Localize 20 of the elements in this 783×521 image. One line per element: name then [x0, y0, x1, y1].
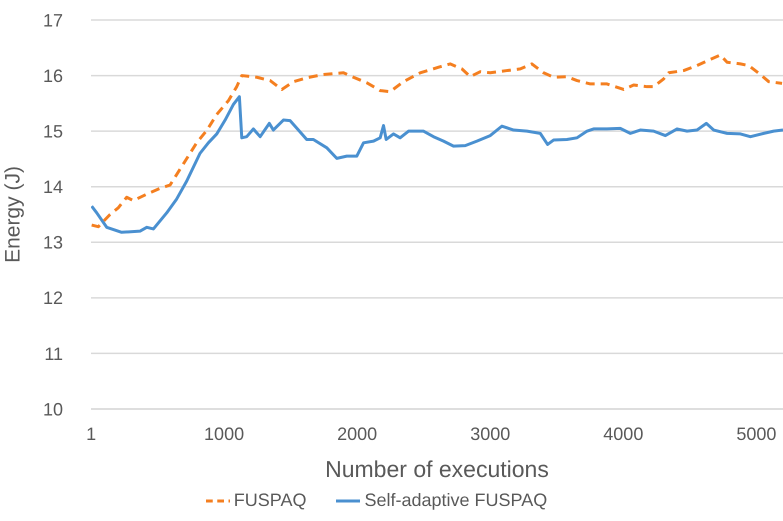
y-tick-label: 11: [44, 344, 63, 364]
y-tick-label: 17: [42, 10, 63, 30]
y-tick-label: 10: [42, 399, 63, 420]
x-tick-label: 1000: [204, 424, 244, 444]
x-tick-label: 1: [86, 424, 96, 444]
x-tick-label: 3000: [470, 424, 510, 444]
line-series: [91, 54, 783, 228]
x-tick-label: 5000: [736, 424, 776, 444]
y-tick-label: 13: [42, 232, 63, 253]
y-tick-label: 15: [42, 122, 63, 142]
y-tick-label: 12: [42, 288, 63, 308]
x-axis-title: Number of executions: [325, 456, 549, 482]
legend-label: Self-adaptive FUSPAQ: [364, 490, 548, 510]
y-tick-label: 14: [42, 177, 63, 198]
x-tick-label: 2000: [337, 424, 378, 444]
y-tick-label: 16: [42, 66, 63, 86]
line-series: [91, 95, 783, 234]
x-tick-label: 4000: [603, 424, 644, 444]
y-axis-title: Energy (J): [1, 166, 24, 263]
legend-label: FUSPAQ: [234, 490, 306, 510]
